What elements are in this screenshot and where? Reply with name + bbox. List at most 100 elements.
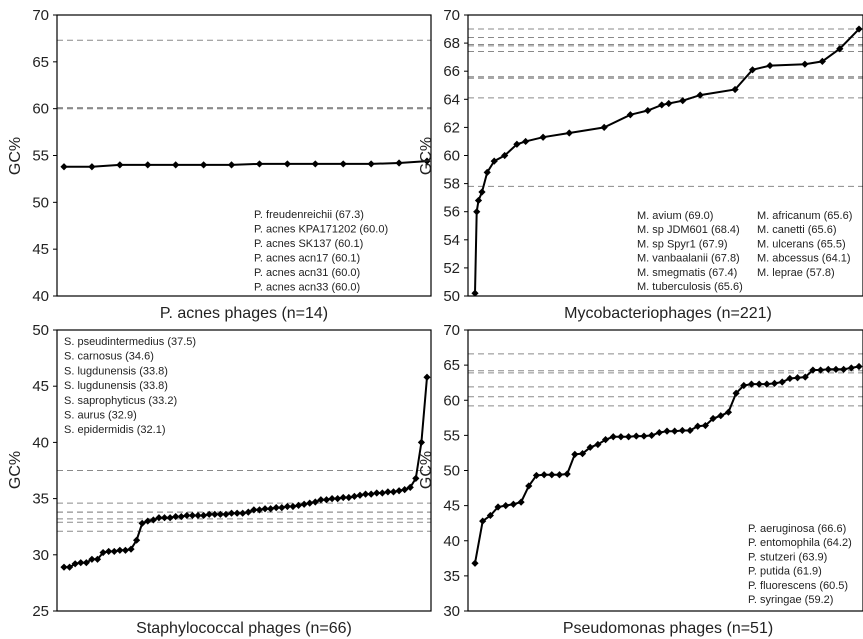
data-point — [471, 289, 479, 296]
data-point — [732, 389, 740, 397]
data-point — [658, 101, 666, 109]
data-point — [188, 511, 197, 520]
data-point — [417, 438, 426, 446]
data-point — [300, 500, 308, 508]
data-point — [255, 506, 264, 514]
data-point — [227, 509, 236, 517]
data-point — [748, 66, 757, 74]
data-point — [483, 168, 491, 176]
annotation-label: S. saprophyticus (33.2) — [64, 395, 177, 407]
data-point — [801, 60, 809, 68]
y-tick-label: 68 — [443, 35, 460, 52]
y-tick-label: 45 — [32, 378, 49, 395]
data-point — [665, 99, 673, 108]
annotation-label: M. abcessus (64.1) — [757, 253, 851, 265]
data-point — [563, 470, 571, 478]
y-tick-label: 64 — [443, 91, 460, 108]
data-point — [509, 500, 517, 508]
data-point — [200, 511, 208, 520]
data-point — [601, 435, 610, 444]
y-tick-label: 25 — [32, 603, 49, 620]
data-point — [632, 432, 640, 440]
data-point — [244, 508, 252, 516]
annotation-label: P. acnes SK137 (60.1) — [254, 238, 363, 250]
y-tick-label: 50 — [443, 463, 460, 480]
data-point — [322, 496, 331, 504]
data-point — [345, 493, 353, 502]
data-point — [586, 443, 594, 451]
data-point — [60, 563, 68, 571]
x-axis-label: Staphylococcal phages (n=66) — [136, 620, 352, 637]
data-point — [565, 129, 573, 137]
panel-p2: 50 52 54 56 58 60 62 64 66 68 70 GC% Mycobacteriopha… — [418, 7, 863, 322]
y-tick-label: 70 — [32, 7, 49, 24]
data-point — [502, 502, 510, 510]
x-axis-label: Pseudomonas phages (n=51) — [563, 620, 773, 637]
data-point — [110, 547, 118, 556]
y-axis-label: GC% — [7, 451, 24, 489]
data-point — [686, 426, 694, 435]
data-point — [172, 512, 180, 521]
data-point — [93, 555, 102, 563]
annotation-label: P. acnes acn33 (60.0) — [254, 282, 360, 294]
data-point — [640, 432, 648, 440]
annotation-label: M. vanbaalanii (67.8) — [637, 253, 740, 265]
data-point — [378, 489, 386, 497]
data-point — [847, 364, 855, 372]
y-tick-label: 50 — [443, 288, 460, 305]
data-point — [166, 514, 174, 522]
data-point — [671, 427, 679, 435]
annotation-label: M. ulcerans (65.5) — [757, 238, 846, 250]
y-axis-label: GC% — [7, 137, 24, 175]
data-point — [88, 555, 96, 563]
annotation-label: P. putida (61.9) — [748, 566, 822, 578]
data-point — [138, 519, 146, 527]
data-point — [278, 503, 286, 512]
data-point — [501, 151, 509, 160]
data-point — [778, 378, 786, 386]
data-point — [211, 510, 219, 518]
data-point — [361, 490, 370, 498]
data-point — [522, 137, 530, 146]
data-point — [786, 374, 794, 383]
data-point — [384, 488, 392, 496]
data-point — [205, 510, 213, 518]
data-point — [766, 61, 774, 70]
y-tick-label: 65 — [443, 357, 460, 374]
y-tick-label: 45 — [443, 498, 460, 515]
data-point — [144, 161, 152, 169]
y-tick-label: 62 — [443, 119, 460, 136]
data-point — [373, 489, 381, 497]
data-point — [395, 487, 403, 495]
data-point — [479, 517, 487, 525]
data-point — [801, 373, 809, 381]
data-point — [255, 160, 264, 168]
data-point — [471, 559, 479, 567]
data-point — [832, 365, 840, 373]
data-point — [328, 495, 336, 503]
y-tick-label: 66 — [443, 63, 460, 80]
annotation-label: S. aurus (32.9) — [64, 410, 137, 422]
y-tick-label: 60 — [443, 392, 460, 409]
data-point — [513, 140, 521, 148]
data-point — [294, 501, 303, 509]
annotation-label: S. carnosus (34.6) — [64, 351, 154, 363]
annotation-label: M. canetti (65.6) — [757, 224, 836, 236]
annotation-label: P. aeruginosa (66.6) — [748, 523, 846, 535]
data-point — [127, 545, 135, 553]
data-point — [609, 433, 617, 441]
data-point — [571, 450, 579, 458]
data-point — [840, 365, 848, 373]
y-tick-label: 56 — [443, 204, 460, 221]
y-tick-label: 60 — [443, 148, 460, 165]
annotation-label: P. freudenreichii (67.3) — [254, 209, 364, 221]
annotation-label: M. smegmatis (67.4) — [637, 267, 737, 279]
y-tick-label: 70 — [443, 322, 460, 339]
data-point — [626, 111, 634, 119]
data-point — [267, 505, 275, 513]
annotation-label: M. sp Spyr1 (67.9) — [637, 238, 727, 250]
data-point — [678, 426, 686, 435]
annotation-label: S. epidermidis (32.1) — [64, 424, 166, 436]
data-point — [200, 161, 208, 169]
